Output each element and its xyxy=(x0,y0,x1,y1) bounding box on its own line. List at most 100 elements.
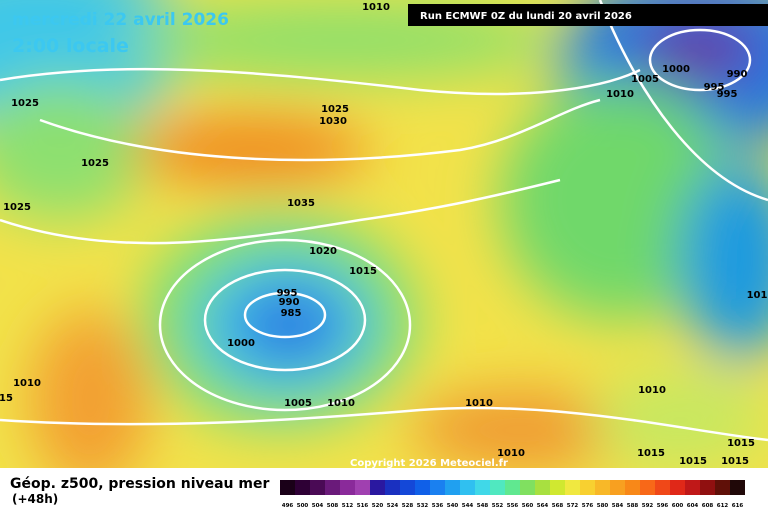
isobar-label: 15 xyxy=(0,393,13,404)
isobar-label: 101 xyxy=(747,290,768,301)
isobar-label: 1010 xyxy=(13,378,41,389)
scale-swatch xyxy=(445,480,460,495)
scale-swatch xyxy=(295,480,310,495)
scale-swatch xyxy=(520,480,535,495)
isobar-label: 1010 xyxy=(327,398,355,409)
scale-label: 604 xyxy=(687,503,699,509)
scale-swatch xyxy=(310,480,325,495)
run: Run ECMWF 0Z du lundi 20 avril 2026 xyxy=(420,11,632,22)
isobar-label: 1025 xyxy=(321,104,349,115)
scale-label: 564 xyxy=(537,503,549,509)
isobar-label: 990 xyxy=(279,297,300,308)
scale-swatch xyxy=(475,480,490,495)
scale-label: 596 xyxy=(657,503,669,509)
scale-swatch xyxy=(460,480,475,495)
isobar-label: 1015 xyxy=(727,438,755,449)
copyright: Copyright 2026 Meteociel.fr xyxy=(350,458,508,469)
scale-swatch xyxy=(610,480,625,495)
scale-label: 600 xyxy=(672,503,684,509)
scale-swatch xyxy=(715,480,730,495)
scale-label: 556 xyxy=(507,503,519,509)
scale-swatch xyxy=(580,480,595,495)
scale-label: 496 xyxy=(282,503,294,509)
isobar-label: 1025 xyxy=(11,98,39,109)
scale-label: 516 xyxy=(357,503,369,509)
scale-swatch xyxy=(700,480,715,495)
scale-label: 520 xyxy=(372,503,384,509)
isobar-label: 1025 xyxy=(3,202,31,213)
scale-swatch xyxy=(370,480,385,495)
scale-swatch xyxy=(550,480,565,495)
scale-swatch xyxy=(385,480,400,495)
scale-swatch xyxy=(490,480,505,495)
scale-swatch xyxy=(670,480,685,495)
scale-swatch xyxy=(565,480,580,495)
scale-label: 608 xyxy=(702,503,714,509)
isobar-label: 1005 xyxy=(631,74,659,85)
isobar-label: 1025 xyxy=(81,158,109,169)
scale-label: 524 xyxy=(387,503,399,509)
isobar-label: 1000 xyxy=(662,64,690,75)
isobar-label: 1020 xyxy=(309,246,337,257)
scale-label: 572 xyxy=(567,503,579,509)
date: mercredi 22 avril 2026 xyxy=(12,10,229,30)
scale-label: 504 xyxy=(312,503,324,509)
scale-label: 592 xyxy=(642,503,654,509)
lead: (+48h) xyxy=(12,492,58,506)
scale-swatch xyxy=(505,480,520,495)
scale-label: 560 xyxy=(522,503,534,509)
scale-label: 508 xyxy=(327,503,339,509)
scale-label: 536 xyxy=(432,503,444,509)
scale-label: 552 xyxy=(492,503,504,509)
scale-label: 588 xyxy=(627,503,639,509)
scale-label: 576 xyxy=(582,503,594,509)
isobar-label: 1010 xyxy=(362,2,390,13)
isobar-label: 1030 xyxy=(319,116,347,127)
scale-swatch xyxy=(730,480,745,495)
field xyxy=(0,0,768,468)
isobar-label: 995 xyxy=(717,89,738,100)
isobar-label: 995 xyxy=(704,82,725,93)
isobar-label: 1015 xyxy=(349,266,377,277)
isobar-label: 995 xyxy=(277,288,298,299)
isobar-label: 1000 xyxy=(227,338,255,349)
time: 2:00 locale xyxy=(12,35,129,57)
scale-swatch xyxy=(640,480,655,495)
scale-swatch xyxy=(355,480,370,495)
scale-swatch xyxy=(415,480,430,495)
isobar-label: 1015 xyxy=(721,456,749,467)
product: Géop. z500, pression niveau mer xyxy=(10,476,269,492)
run-box xyxy=(408,4,768,26)
scale-swatch xyxy=(340,480,355,495)
scale-swatch xyxy=(625,480,640,495)
scale-swatch xyxy=(430,480,445,495)
scale-label: 540 xyxy=(447,503,459,509)
scale-swatch xyxy=(535,480,550,495)
scale-swatch xyxy=(325,480,340,495)
scale-swatch xyxy=(685,480,700,495)
scale-swatch xyxy=(595,480,610,495)
scale-label: 500 xyxy=(297,503,309,509)
isobar-label: 1010 xyxy=(497,448,525,459)
scale-label: 568 xyxy=(552,503,564,509)
isobar-label: 1005 xyxy=(284,398,312,409)
scale-label: 548 xyxy=(477,503,489,509)
scale-label: 580 xyxy=(597,503,609,509)
scale-label: 528 xyxy=(402,503,414,509)
scale-label: 512 xyxy=(342,503,354,509)
isobar-label: 1035 xyxy=(287,198,315,209)
scale-label: 612 xyxy=(717,503,729,509)
isobar-label: 1015 xyxy=(679,456,707,467)
scale-label: 584 xyxy=(612,503,624,509)
scale-label: 544 xyxy=(462,503,474,509)
scale-label: 616 xyxy=(732,503,744,509)
isobar-label: 985 xyxy=(281,308,302,319)
scale-label: 532 xyxy=(417,503,429,509)
scale-swatch xyxy=(280,480,295,495)
isobar-label: 1010 xyxy=(606,89,634,100)
isobar-label: 1010 xyxy=(465,398,493,409)
isobar-label: 1010 xyxy=(638,385,666,396)
scale-swatch xyxy=(655,480,670,495)
